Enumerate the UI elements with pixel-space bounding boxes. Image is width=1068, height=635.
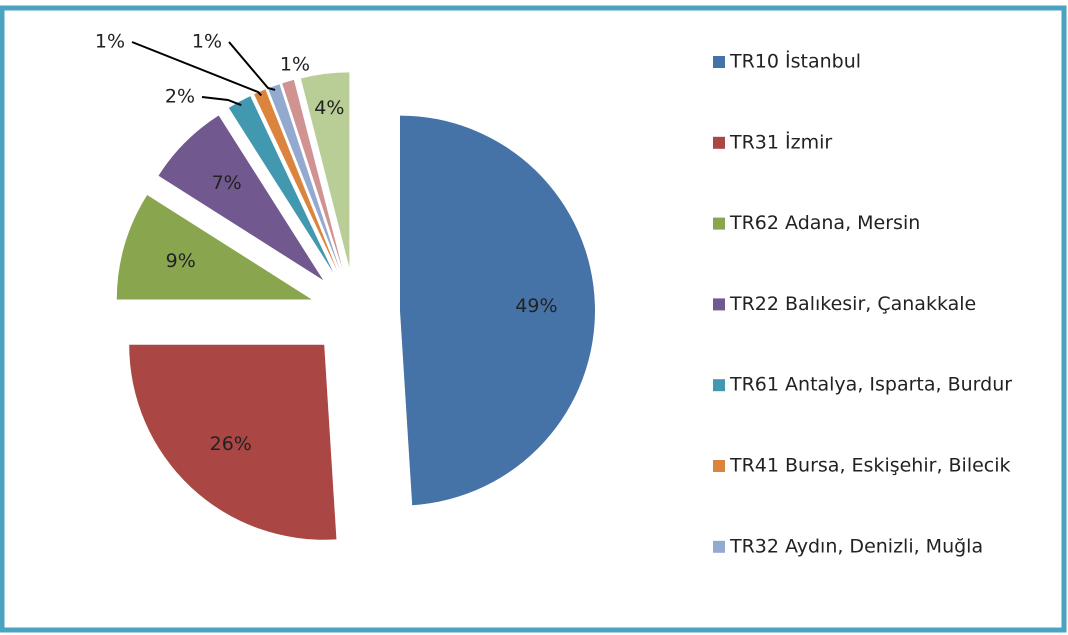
pie-slice xyxy=(399,115,595,506)
data-label: 4% xyxy=(314,97,344,119)
legend-label: TR41 Bursa, Eskişehir, Bilecik xyxy=(729,455,1011,477)
legend-swatch xyxy=(713,379,725,392)
data-label: 9% xyxy=(166,250,196,272)
pie-slice xyxy=(228,96,334,273)
pie-slice xyxy=(158,115,324,281)
legend-swatch xyxy=(713,136,725,149)
data-label: 7% xyxy=(212,172,242,194)
leader-line xyxy=(201,96,242,107)
legend-swatch xyxy=(713,298,725,311)
data-label: 1% xyxy=(95,31,125,53)
legend-label: TR32 Aydın, Denizli, Muğla xyxy=(729,535,983,557)
pie-slice xyxy=(282,79,343,269)
pie-slice xyxy=(267,84,340,270)
legend-swatch xyxy=(713,217,725,230)
legend-swatch xyxy=(713,460,725,472)
pie-slice xyxy=(116,194,312,300)
data-label: 26% xyxy=(210,433,252,455)
data-label: 1% xyxy=(192,31,222,53)
legend-label: TR22 Balıkesir, Çanakkale xyxy=(729,293,976,315)
legend-swatch xyxy=(713,540,725,553)
leader-line xyxy=(131,41,262,97)
legend-swatch xyxy=(713,56,725,68)
pie-slice xyxy=(300,72,350,268)
data-label: 2% xyxy=(165,86,195,108)
pie-slice xyxy=(129,344,337,540)
legend-label: TR61 Antalya, Isparta, Burdur xyxy=(729,374,1012,396)
legend-label: TR31 İzmir xyxy=(729,130,832,153)
data-label: 1% xyxy=(280,54,310,76)
pie-slice xyxy=(254,89,338,271)
legend-label: TR10 İstanbul xyxy=(729,50,861,73)
data-label: 49% xyxy=(515,295,557,317)
legend-label: TR62 Adana, Mersin xyxy=(729,212,920,234)
leader-line xyxy=(228,41,276,91)
